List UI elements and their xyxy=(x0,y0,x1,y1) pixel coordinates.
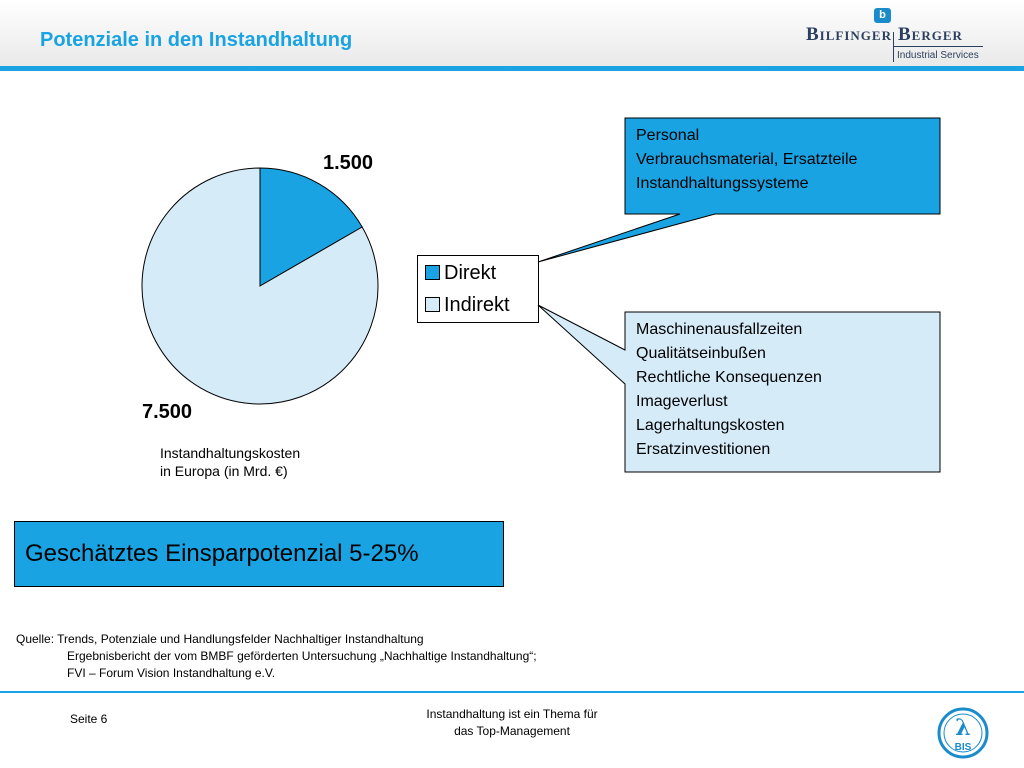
footer-tagline-line-2: das Top-Management xyxy=(454,724,570,738)
legend-item-indirekt: Indirekt xyxy=(425,293,510,317)
data-label-direkt: 1.500 xyxy=(323,152,374,174)
pie-slice-direkt xyxy=(259,167,363,287)
svg-text:λ: λ xyxy=(955,715,970,741)
source-line-1: Quelle: Trends, Potenziale und Handlungs… xyxy=(16,632,424,646)
legend-label-direkt: Direkt xyxy=(444,262,497,284)
chart-caption-line-1: Instandhaltungskosten xyxy=(160,445,301,461)
header-accent-bar xyxy=(0,66,1024,71)
logo-word-1: Bilfinger xyxy=(806,24,892,45)
pie-slice-indirekt xyxy=(141,167,379,405)
callout-indirect-line: Qualitätseinbußen xyxy=(636,345,766,362)
footer-divider xyxy=(0,691,1024,693)
logo-mark-icon: b xyxy=(874,8,891,23)
logo-word-2: Berger xyxy=(898,24,963,45)
callout-direct-line: Personal xyxy=(636,127,700,144)
logo-subtitle: Industrial Services xyxy=(897,50,979,61)
logo-underline xyxy=(893,46,983,47)
callout-indirect-line: Lagerhaltungskosten xyxy=(636,417,785,434)
callout-direct-line: Verbrauchsmaterial, Ersatzteile xyxy=(636,151,858,168)
callout-direct-text: Personal Verbrauchsmaterial, Ersatzteile… xyxy=(636,124,857,196)
callout-indirect-line: Maschinenausfallzeiten xyxy=(636,321,803,338)
page-number: Seite 6 xyxy=(70,712,108,726)
legend-item-direkt: Direkt xyxy=(425,261,496,285)
chart-caption-line-2: in Europa (in Mrd. €) xyxy=(160,463,288,479)
legend-label-indirekt: Indirekt xyxy=(444,294,510,316)
header: Potenziale in den Instandhaltung b Bilfi… xyxy=(0,0,1024,66)
source-note: Quelle: Trends, Potenziale und Handlungs… xyxy=(16,631,537,682)
legend-swatch-direkt xyxy=(425,265,440,280)
bilfinger-berger-logo: b Bilfinger Berger Industrial Services xyxy=(806,6,1006,64)
page-title: Potenziale in den Instandhaltung xyxy=(40,29,353,51)
chart-caption: Instandhaltungskosten in Europa (in Mrd.… xyxy=(160,444,300,480)
chart-legend: Direkt Indirekt xyxy=(417,255,539,323)
source-line-3: FVI – Forum Vision Instandhaltung e.V. xyxy=(67,666,276,680)
callout-indirect-line: Imageverlust xyxy=(636,393,728,410)
bis-logo-text: BIS xyxy=(955,742,972,753)
data-label-indirekt: 7.500 xyxy=(142,401,193,423)
callout-indirect-line: Rechtliche Konsequenzen xyxy=(636,369,822,386)
callout-indirect-text: Maschinenausfallzeiten Qualitätseinbußen… xyxy=(636,318,822,462)
logo-divider xyxy=(893,32,894,62)
pie-chart xyxy=(141,167,379,405)
callout-direct-line: Instandhaltungssysteme xyxy=(636,175,809,192)
savings-potential-box: Geschätztes Einsparpotenzial 5-25% xyxy=(14,521,504,587)
legend-swatch-indirekt xyxy=(425,297,440,312)
footer-tagline: Instandhaltung ist ein Thema für das Top… xyxy=(400,706,624,740)
source-line-2: Ergebnisbericht der vom BMBF geförderten… xyxy=(67,649,537,663)
bis-logo-icon: λ BIS xyxy=(937,707,989,759)
footer-tagline-line-1: Instandhaltung ist ein Thema für xyxy=(426,707,598,721)
callout-indirect-line: Ersatzinvestitionen xyxy=(636,441,771,458)
